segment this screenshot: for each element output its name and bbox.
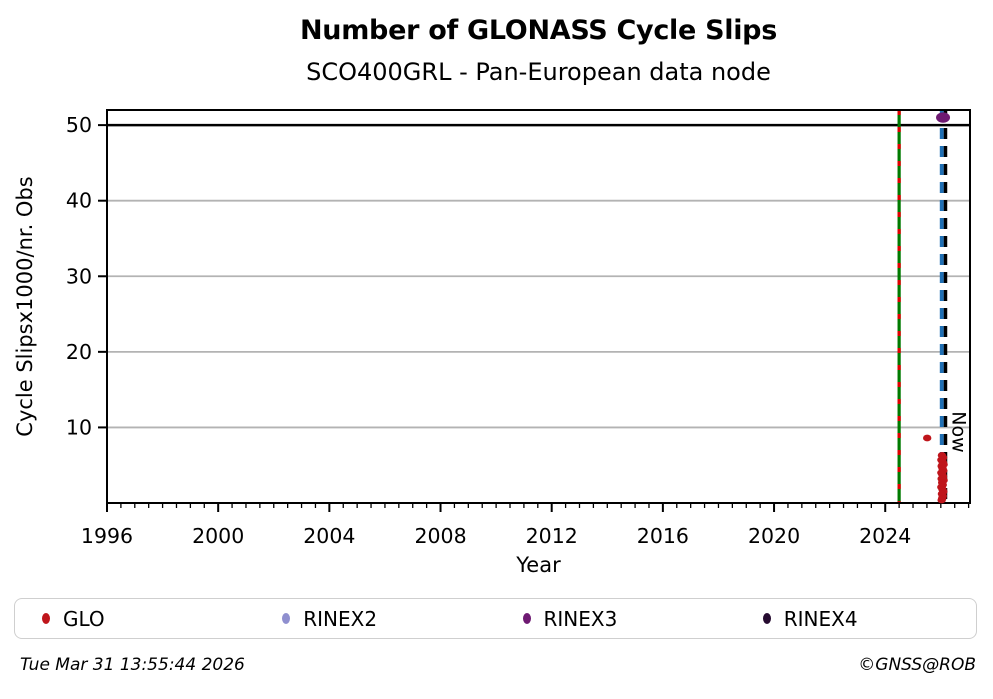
legend-item-rinex4: RINEX4 [736, 609, 976, 629]
legend-label-rinex4: RINEX4 [783, 606, 858, 631]
svg-text:Year: Year [515, 553, 561, 577]
svg-text:2012: 2012 [526, 524, 578, 548]
chart-title: Number of GLONASS Cycle Slips [300, 15, 777, 46]
plot-area: 10 20 30 40 50 1996 2000 2004 2008 2012 2016 2020 20… [13, 109, 971, 577]
legend-label-glo: GLO [63, 606, 105, 631]
legend-box: GLO RINEX2 RINEX3 RINEX4 [14, 598, 977, 639]
rinex4-marker-icon [762, 613, 771, 624]
copyright-text: ©GNSS@ROB [858, 655, 976, 675]
svg-text:10: 10 [66, 415, 92, 439]
svg-text:1996: 1996 [81, 524, 133, 548]
rinex2-marker-icon [282, 613, 291, 624]
legend-label-rinex2: RINEX2 [303, 606, 378, 631]
svg-text:2008: 2008 [414, 524, 466, 548]
svg-text:2020: 2020 [748, 524, 800, 548]
chart-subtitle: SCO400GRL - Pan-European data node [306, 58, 771, 86]
legend-item-glo: GLO [15, 609, 255, 629]
svg-text:Cycle Slipsx1000/nr. Obs: Cycle Slipsx1000/nr. Obs [13, 176, 37, 436]
legend-label-rinex3: RINEX3 [543, 606, 618, 631]
svg-text:2024: 2024 [859, 524, 911, 548]
svg-text:2004: 2004 [303, 524, 355, 548]
rinex3-marker-icon [522, 613, 531, 624]
plot-timestamp: Tue Mar 31 13:55:44 2026 [20, 655, 245, 675]
svg-text:40: 40 [66, 189, 92, 213]
svg-text:20: 20 [66, 340, 92, 364]
legend-item-rinex3: RINEX3 [496, 609, 736, 629]
svg-text:30: 30 [66, 264, 92, 288]
legend-item-rinex2: RINEX2 [255, 609, 495, 629]
svg-text:Now: Now [948, 411, 970, 452]
svg-text:2016: 2016 [637, 524, 689, 548]
svg-text:50: 50 [66, 113, 92, 137]
glo-marker-icon [42, 613, 50, 624]
svg-text:2000: 2000 [192, 524, 244, 548]
